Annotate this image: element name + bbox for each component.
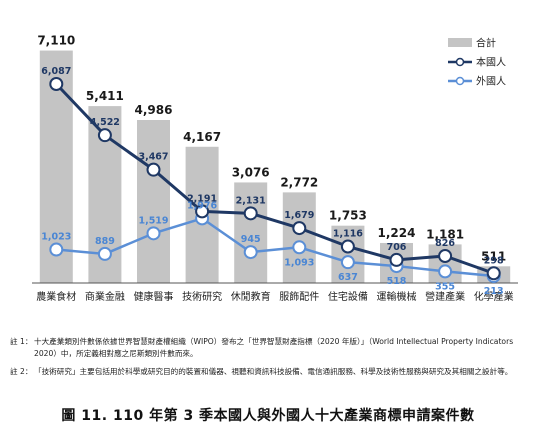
bar-total-5 bbox=[234, 182, 268, 283]
total-label-6: 2,772 bbox=[280, 175, 318, 189]
foreign-label-1: 1,023 bbox=[41, 232, 71, 243]
domestic-label-8: 706 bbox=[387, 242, 407, 253]
note-2-text: 「技術研究」主要包括用於科學或研究目的的裝置和儀器、視聽和資訊科技設備、電信通訊… bbox=[34, 367, 513, 376]
legend-domestic-marker bbox=[455, 57, 465, 67]
domestic-line bbox=[55, 82, 495, 275]
bar-total-6 bbox=[282, 192, 316, 283]
category-label-10: 化學產業 bbox=[474, 290, 514, 303]
domestic-point-10 bbox=[486, 266, 501, 281]
foreign-label-10: 213 bbox=[484, 286, 504, 297]
legend-total-swatch bbox=[448, 38, 472, 47]
domestic-label-6: 1,679 bbox=[284, 210, 314, 221]
foreign-label-5: 945 bbox=[241, 234, 261, 245]
note-2-label: 註 2： bbox=[10, 367, 33, 376]
category-label-9: 營建產業 bbox=[425, 290, 465, 303]
domestic-label-7: 1,116 bbox=[333, 229, 363, 240]
note-2: 註 2： 「技術研究」主要包括用於科學或研究目的的裝置和儀器、視聽和資訊科技設備… bbox=[10, 366, 526, 378]
domestic-label-2: 4,522 bbox=[90, 117, 120, 128]
total-label-2: 5,411 bbox=[86, 89, 124, 103]
total-label-8: 1,224 bbox=[378, 226, 416, 240]
domestic-label-5: 2,131 bbox=[236, 195, 266, 206]
category-label-5: 休閒教育 bbox=[231, 290, 271, 303]
total-label-4: 4,167 bbox=[183, 130, 221, 144]
foreign-point-2 bbox=[97, 246, 112, 261]
domestic-label-1: 6,087 bbox=[41, 66, 71, 77]
total-label-10: 511 bbox=[481, 249, 506, 263]
foreign-label-8: 518 bbox=[387, 276, 407, 287]
note-1-label: 註 1： bbox=[10, 337, 33, 346]
foreign-point-5 bbox=[243, 245, 258, 260]
category-label-4: 技術研究 bbox=[182, 290, 222, 303]
foreign-label-9: 355 bbox=[435, 281, 455, 292]
category-label-8: 運輸機械 bbox=[377, 290, 417, 303]
total-label-3: 4,986 bbox=[135, 103, 173, 117]
domestic-point-2 bbox=[97, 128, 112, 143]
legend-domestic-label: 本國人 bbox=[476, 56, 506, 69]
total-label-7: 1,753 bbox=[329, 209, 367, 223]
domestic-point-8 bbox=[389, 252, 404, 267]
legend-foreign-label: 外國人 bbox=[476, 76, 506, 88]
foreign-label-6: 1,093 bbox=[284, 257, 314, 268]
foreign-point-6 bbox=[292, 240, 307, 255]
figure-caption: 圖 11. 110 年第 3 季本國人與外國人十大產業商標申請案件數 bbox=[61, 408, 475, 424]
total-label-5: 3,076 bbox=[232, 165, 270, 179]
total-label-1: 7,110 bbox=[37, 34, 75, 48]
domestic-label-4: 2,191 bbox=[187, 193, 217, 204]
bar-total-7 bbox=[331, 225, 365, 283]
foreign-point-1 bbox=[49, 242, 64, 257]
domestic-point-5 bbox=[243, 206, 258, 221]
domestic-point-1 bbox=[49, 77, 64, 92]
note-1-text: 十大產業類別件數係依據世界智慧財產權組織（WIPO）發布之「世界智慧財產指標（2… bbox=[34, 337, 514, 358]
foreign-label-3: 1,519 bbox=[138, 215, 168, 226]
foreign-label-2: 889 bbox=[95, 236, 115, 247]
category-label-6: 服飾配件 bbox=[279, 290, 319, 303]
foreign-point-3 bbox=[146, 226, 161, 241]
domestic-label-9: 826 bbox=[435, 238, 455, 249]
foreign-label-7: 637 bbox=[338, 272, 358, 283]
foreign-label-4: 1,976 bbox=[187, 200, 217, 211]
legend-foreign-marker bbox=[455, 76, 465, 86]
category-label-2: 商業金融 bbox=[85, 290, 125, 303]
total-label-9: 1,181 bbox=[426, 227, 464, 241]
foreign-point-7 bbox=[340, 255, 355, 270]
domestic-point-9 bbox=[438, 248, 453, 263]
domestic-point-7 bbox=[340, 239, 355, 254]
category-label-7: 住宅設備 bbox=[328, 290, 368, 303]
category-label-3: 健康醫事 bbox=[134, 290, 174, 303]
chart-notes: 註 1： 十大產業類別件數係依據世界智慧財產權組織（WIPO）發布之「世界智慧財… bbox=[10, 336, 526, 378]
domestic-point-6 bbox=[292, 221, 307, 236]
domestic-point-3 bbox=[146, 162, 161, 177]
domestic-label-10: 298 bbox=[484, 255, 504, 266]
legend-total-label: 合計 bbox=[476, 37, 496, 50]
domestic-label-3: 3,467 bbox=[138, 152, 168, 163]
chart: 7,110 5,411 4,986 4,167 3,076 2,772 1,753 1,224… bbox=[32, 34, 518, 303]
foreign-line bbox=[56, 217, 494, 278]
note-1: 註 1： 十大產業類別件數係依據世界智慧財產權組織（WIPO）發布之「世界智慧財… bbox=[10, 336, 526, 360]
domestic-point-4 bbox=[195, 204, 210, 219]
category-label-1: 農業食材 bbox=[36, 290, 76, 303]
bar-total-3 bbox=[137, 119, 170, 283]
foreign-point-9 bbox=[438, 264, 453, 279]
